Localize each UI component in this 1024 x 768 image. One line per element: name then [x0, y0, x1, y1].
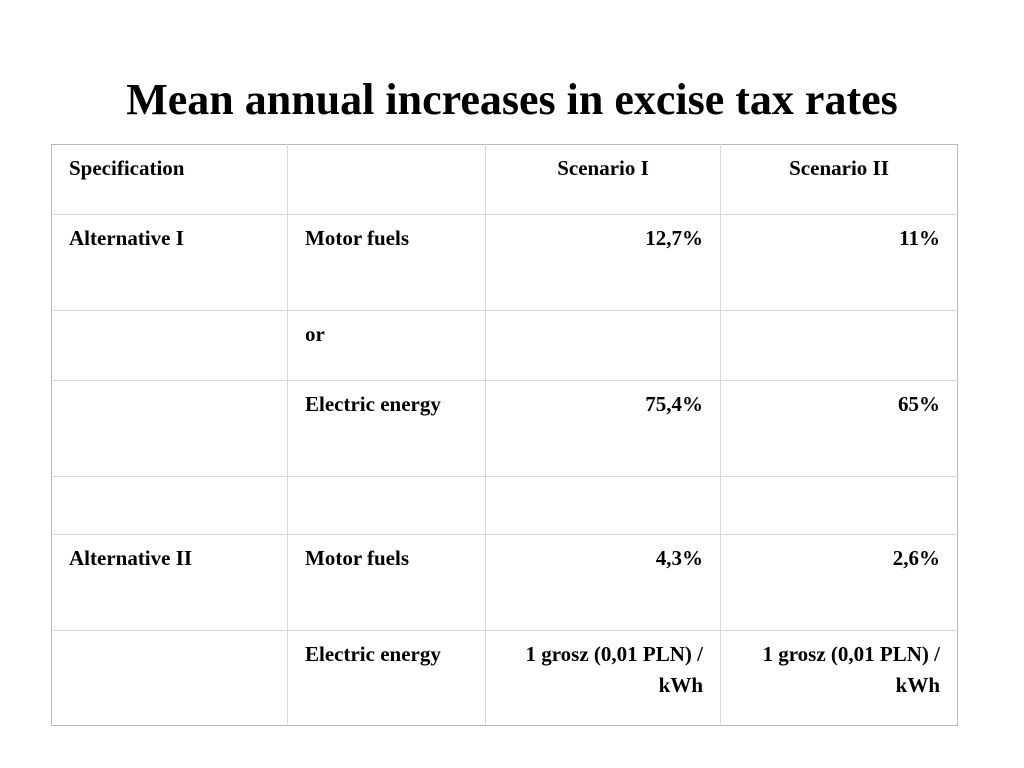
row-specification	[51, 630, 288, 726]
row-scenario-1-value: 1 grosz (0,01 PLN) / kWh	[485, 630, 721, 726]
table-row	[51, 476, 958, 535]
row-scenario-1-value	[485, 310, 721, 381]
row-scenario-2-value: 11%	[720, 214, 958, 311]
row-scenario-1-value: 12,7%	[485, 214, 721, 311]
header-scenario-1: Scenario I	[485, 144, 721, 215]
row-specification	[51, 476, 288, 535]
row-specification: Alternative I	[51, 214, 288, 311]
row-item: or	[287, 310, 486, 381]
table-header-row: Specification Scenario I Scenario II	[51, 144, 958, 215]
row-scenario-2-value: 2,6%	[720, 534, 958, 631]
row-scenario-2-value	[720, 310, 958, 381]
row-scenario-2-value: 1 grosz (0,01 PLN) / kWh	[720, 630, 958, 726]
table-row: Alternative I Motor fuels 12,7% 11%	[51, 214, 958, 311]
row-item: Electric energy	[287, 630, 486, 726]
row-specification: Alternative II	[51, 534, 288, 631]
row-specification	[51, 380, 288, 477]
table-row: Electric energy 75,4% 65%	[51, 380, 958, 477]
row-scenario-2-value: 65%	[720, 380, 958, 477]
table-row: Electric energy 1 grosz (0,01 PLN) / kWh…	[51, 630, 958, 726]
row-item: Motor fuels	[287, 534, 486, 631]
row-item	[287, 476, 486, 535]
table-row: or	[51, 310, 958, 381]
excise-tax-table: Specification Scenario I Scenario II Alt…	[51, 144, 958, 726]
slide-title: Mean annual increases in excise tax rate…	[126, 75, 898, 124]
header-blank	[287, 144, 486, 215]
table-row: Alternative II Motor fuels 4,3% 2,6%	[51, 534, 958, 631]
row-specification	[51, 310, 288, 381]
row-scenario-1-value	[485, 476, 721, 535]
row-scenario-1-value: 4,3%	[485, 534, 721, 631]
header-specification: Specification	[51, 144, 288, 215]
header-scenario-2: Scenario II	[720, 144, 958, 215]
row-scenario-2-value	[720, 476, 958, 535]
row-item: Motor fuels	[287, 214, 486, 311]
row-scenario-1-value: 75,4%	[485, 380, 721, 477]
row-item: Electric energy	[287, 380, 486, 477]
